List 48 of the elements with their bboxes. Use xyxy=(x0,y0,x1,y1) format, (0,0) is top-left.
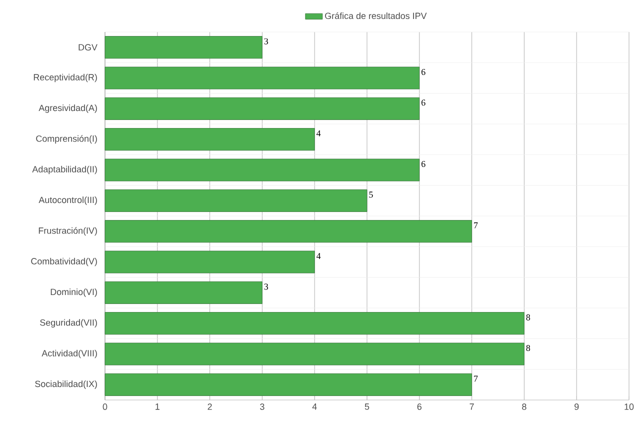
data-label: 6 xyxy=(421,100,426,106)
y-tick-label: Adaptabilidad(II) xyxy=(32,166,97,174)
x-tick-label: 2 xyxy=(208,404,212,410)
x-tick-label: 5 xyxy=(364,404,370,410)
data-label: 4 xyxy=(316,130,321,136)
bar xyxy=(104,250,315,274)
data-label: 3 xyxy=(264,284,268,290)
y-tick-label: Actividad(VIII) xyxy=(42,350,97,358)
bar xyxy=(104,158,420,182)
x-tick-label: 10 xyxy=(624,404,634,410)
y-tick-label: Receptividad(R) xyxy=(34,74,97,82)
x-tick-label: 9 xyxy=(574,404,579,410)
data-label: 7 xyxy=(474,222,478,228)
x-tick-label: 6 xyxy=(417,404,422,410)
legend-label: Gráfica de resultados IPV xyxy=(325,12,427,20)
x-tick-label: 1 xyxy=(156,404,160,410)
data-label: 6 xyxy=(421,68,426,76)
data-label: 7 xyxy=(474,376,478,382)
x-tick-label: 8 xyxy=(522,404,526,410)
x-tick-label: 7 xyxy=(470,404,474,410)
bar xyxy=(104,189,368,212)
y-tick-label: Dominio(VI) xyxy=(50,288,97,297)
data-label: 8 xyxy=(526,314,530,320)
y-tick-label: Frustración(IV) xyxy=(38,227,97,236)
bar xyxy=(104,36,262,59)
y-tick-label: Seguridad(VII) xyxy=(40,319,97,328)
y-tick-label: Agresividad(A) xyxy=(38,104,97,113)
y-tick-label: Combatividad(V) xyxy=(31,258,97,266)
bar xyxy=(104,128,315,151)
data-label: 5 xyxy=(369,192,373,198)
data-label: 8 xyxy=(526,344,530,352)
x-tick-label: 4 xyxy=(312,404,317,410)
x-tick-label: 3 xyxy=(260,404,264,410)
bar xyxy=(104,66,420,90)
bar xyxy=(104,281,262,304)
y-tick-label: Autocontrol(III) xyxy=(38,196,97,205)
bar xyxy=(104,342,524,366)
y-tick-label: Comprensión(I) xyxy=(36,135,97,144)
bar xyxy=(104,373,472,396)
bar xyxy=(104,220,472,243)
x-tick-label: 0 xyxy=(102,404,108,410)
y-tick-label: Sociabilidad(IX) xyxy=(35,380,97,389)
y-tick-label: DGV xyxy=(78,44,98,51)
data-label: 3 xyxy=(264,38,268,44)
bar xyxy=(104,312,524,335)
bar xyxy=(104,97,420,120)
data-label: 6 xyxy=(421,160,426,168)
data-label: 4 xyxy=(316,253,321,259)
